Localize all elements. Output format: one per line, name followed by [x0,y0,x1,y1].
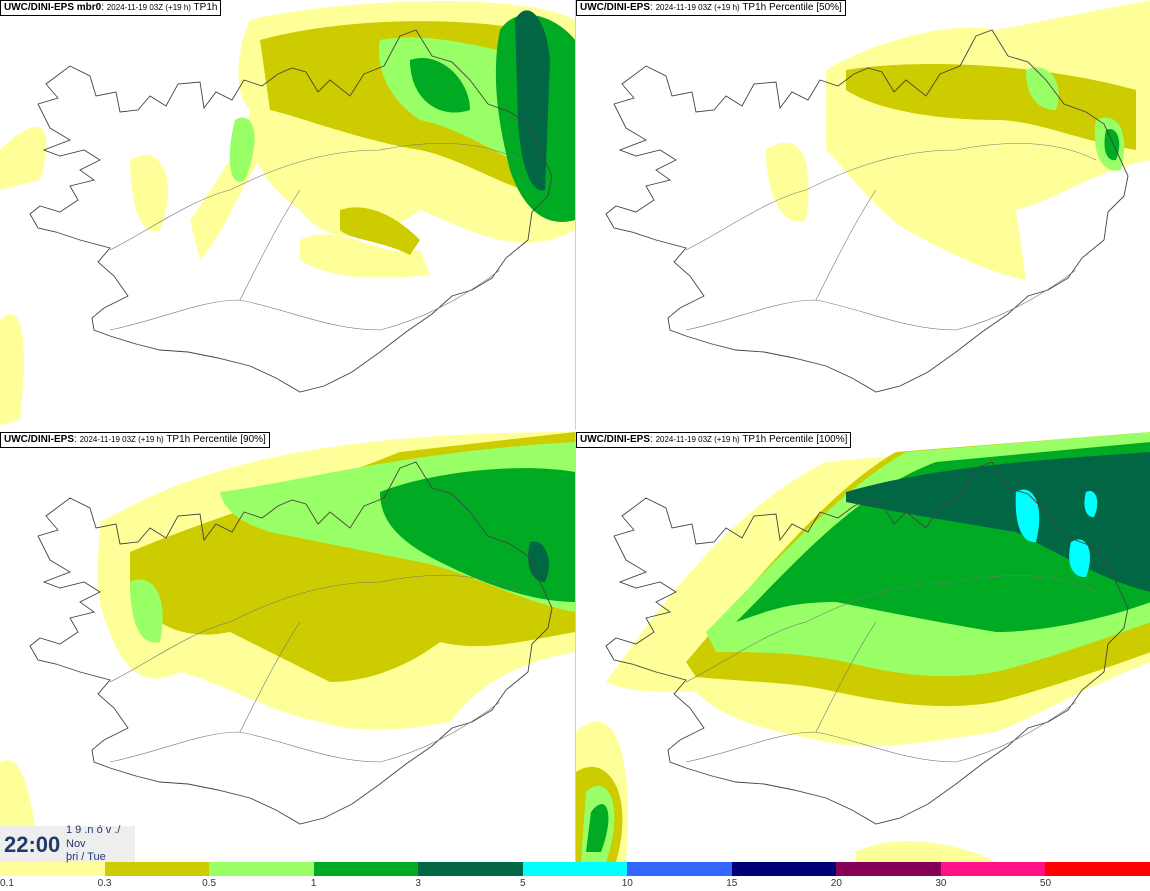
panel-title: UWC/DINI-EPS mbr0: 2024-11-19 03Z (+19 h… [0,0,222,16]
map-panel-p90: UWC/DINI-EPS: 2024-11-19 03Z (+19 h) TP1… [0,432,575,862]
valid-time-box: 22:00 1 9 .n ó v ./ Nov þri / Tue [0,824,135,863]
date-label: 2024-11-19 03Z (+19 h) [106,3,191,12]
valid-time: 22:00 [4,832,61,857]
panel-title: UWC/DINI-EPS: 2024-11-19 03Z (+19 h) TP1… [0,432,270,448]
model-label: UWC/DINI-EPS [4,434,74,445]
panel-divider [0,430,1150,432]
roads [109,575,521,763]
legend-swatch [731,862,837,876]
date-line-3: þri / Tue [66,851,106,863]
legend-label: 0.5 [202,878,217,889]
map-panel-p100: UWC/DINI-EPS: 2024-11-19 03Z (+19 h) TP1… [576,432,1150,862]
legend-swatch [522,862,628,876]
panel-title: UWC/DINI-EPS: 2024-11-19 03Z (+19 h) TP1… [576,0,846,16]
legend-label: 15 [726,878,738,889]
field-label: TP1h Percentile [100%] [742,434,848,445]
field-label: TP1h Percentile [50%] [742,2,842,13]
date-label: 2024-11-19 03Z (+19 h) [655,435,740,444]
legend-label: 1 [310,878,317,889]
precipitation-map [605,0,1150,393]
legend-label: 5 [519,878,526,889]
precip-shading [0,1,575,425]
legend-swatch [940,862,1046,876]
legend-swatch [0,862,106,876]
legend-swatch [418,862,524,876]
precipitation-map [576,432,1150,862]
legend-label: 20 [830,878,842,889]
model-label: UWC/DINI-EPS [580,434,650,445]
date-label: 2024-11-19 03Z (+19 h) [655,3,740,12]
precip-shading [766,0,1150,280]
date-label: 2024-11-19 03Z (+19 h) [79,435,164,444]
legend-label: 30 [935,878,947,889]
legend-swatch [209,862,315,876]
legend-swatch [836,862,942,876]
legend-label: 10 [621,878,633,889]
date-line-1: 1 9 .n ó v ./ [66,824,121,836]
precip-shading [576,432,1150,862]
panel-title: UWC/DINI-EPS: 2024-11-19 03Z (+19 h) TP1… [576,432,852,448]
map-panel-mbr0: UWC/DINI-EPS mbr0: 2024-11-19 03Z (+19 h… [0,0,575,430]
legend-label: 0.1 [0,878,14,889]
roads [685,143,1097,331]
legend-swatch [313,862,419,876]
model-label: UWC/DINI-EPS mbr0 [4,2,102,13]
map-panel-p50: UWC/DINI-EPS: 2024-11-19 03Z (+19 h) TP1… [576,0,1150,430]
legend-label: 3 [415,878,421,889]
legend-swatch [627,862,733,876]
date-line-2: Nov [66,838,86,850]
field-label: TP1h Percentile [90%] [166,434,266,445]
roads [109,143,521,331]
precipitation-map [0,432,575,862]
model-label: UWC/DINI-EPS [580,2,650,13]
precip-shading [0,432,575,862]
legend-swatch [104,862,210,876]
field-label: TP1h [193,2,218,13]
precipitation-map [0,1,575,425]
legend-label: 0.3 [97,878,112,889]
roads [685,575,1097,763]
color-legend: 0.1 0.3 0.5 1 3 5 10 15 20 30 50 [0,862,1150,891]
legend-label: 50 [1039,878,1052,889]
legend-swatch [1045,862,1150,876]
